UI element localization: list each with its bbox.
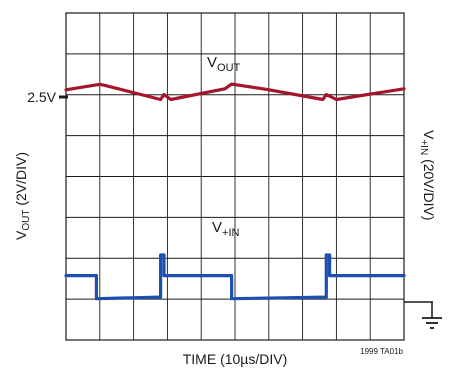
reference-label: 2.5V <box>27 89 56 105</box>
ground-symbol <box>404 301 442 329</box>
vin-trace-label-sub: +IN <box>222 227 239 239</box>
y-axis-right-label-main: V <box>421 130 437 140</box>
figure-id: 1999 TA01b <box>360 347 403 356</box>
traces <box>64 82 406 301</box>
x-axis-label: TIME (10µs/DIV) <box>183 351 288 367</box>
y-axis-left-label: VOUT (2V/DIV) <box>13 152 32 240</box>
y-axis-right-label-sub: +IN <box>418 139 429 155</box>
y-axis-right-label: V+IN (20V/DIV) <box>418 130 437 221</box>
vout-trace-label: VOUT <box>207 54 241 74</box>
vin-trace <box>64 253 406 301</box>
vin-trace-label: V+IN <box>212 219 239 239</box>
y-axis-left-label-suffix: (2V/DIV) <box>13 152 29 210</box>
y-axis-left-label-sub: OUT <box>21 210 32 231</box>
vout-trace-label-main: V <box>207 54 217 71</box>
plot-frame <box>65 12 405 341</box>
vout-trace <box>64 82 406 102</box>
vout-trace-label-sub: OUT <box>217 62 241 74</box>
y-axis-right-label-suffix: (20V/DIV) <box>421 155 437 220</box>
plot-grid <box>66 13 404 340</box>
y-axis-left-label-main: V <box>13 230 29 240</box>
reference-level-marker: 2.5V <box>27 89 68 105</box>
vin-trace-label-main: V <box>212 219 222 236</box>
